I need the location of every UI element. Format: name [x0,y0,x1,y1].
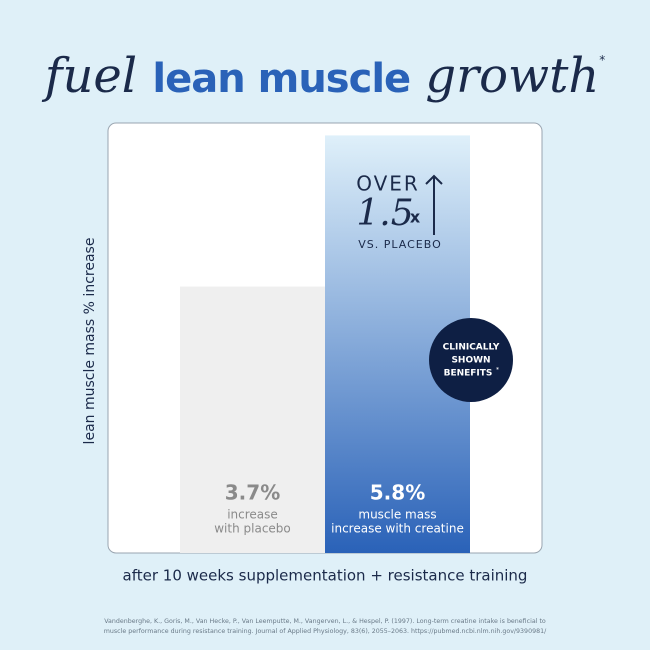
badge-line: CLINICALLY [443,343,500,353]
title-part: fuel [44,48,138,104]
value-label: 5.8% [370,481,425,505]
citation-line: muscle performance during resistance tra… [104,628,547,635]
title-part: lean muscle [152,56,411,102]
x-axis-label: after 10 weeks supplementation + resista… [123,567,528,585]
y-axis-label: lean muscle mass % increase [82,238,98,445]
title-part: growth [425,48,600,104]
callout-prefix: OVER [356,172,420,196]
value-label: 3.7% [225,481,280,505]
callout-suffix: VS. PLACEBO [358,238,442,251]
bar-description: muscle mass [358,508,436,522]
citation-line: Vandenberghe, K., Goris, M., Van Hecke, … [104,618,546,625]
bar-description: increase with creatine [331,522,464,536]
bar-description: increase [227,508,278,522]
badge-line: BENEFITS [444,369,493,379]
bar-description: with placebo [214,522,291,536]
title-mark: * [599,53,606,67]
bar [180,286,325,553]
badge-line: SHOWN [451,356,490,366]
badge-mark: * [496,367,499,374]
badge [429,318,513,402]
callout-value: 1.5 [356,193,413,234]
headline: fuel lean muscle growth* [0,30,650,109]
arrow-head [425,174,443,185]
callout-unit: x [410,208,421,227]
